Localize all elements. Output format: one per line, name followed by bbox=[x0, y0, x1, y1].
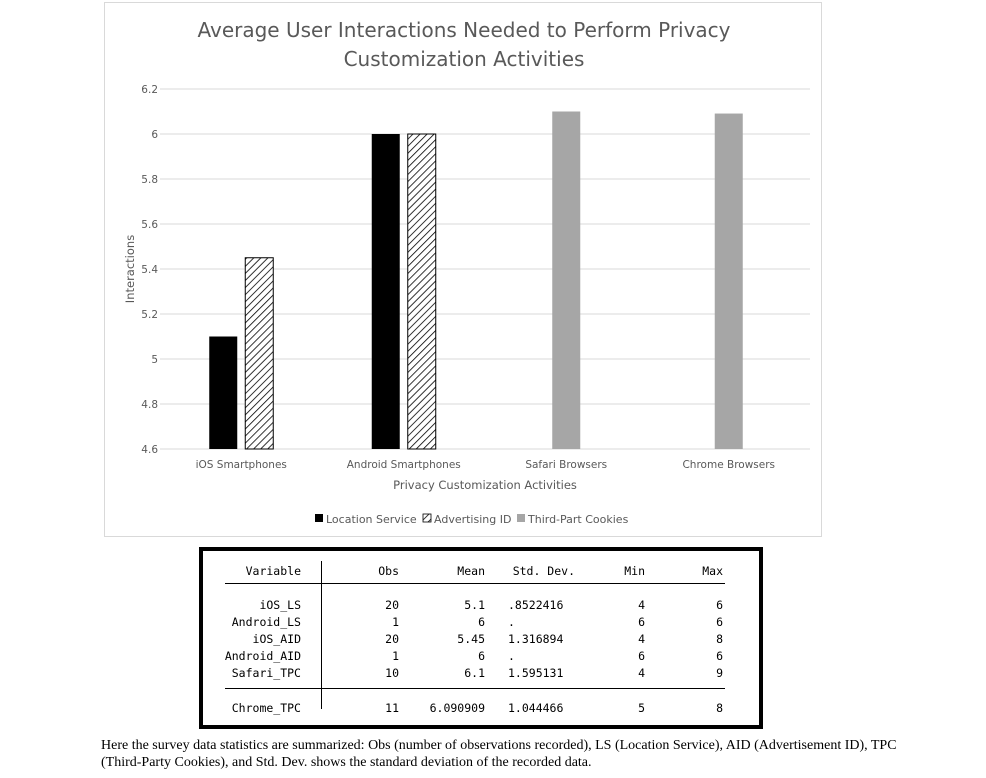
table-cell: 6 bbox=[478, 649, 485, 663]
table-cell: 5.45 bbox=[457, 632, 485, 646]
chart-title: Average User Interactions Needed to Perf… bbox=[197, 18, 730, 42]
x-tick-label: iOS Smartphones bbox=[196, 459, 287, 471]
table-cell: 6.1 bbox=[464, 666, 485, 680]
legend-swatch bbox=[315, 514, 323, 522]
table-cell: 1 bbox=[392, 649, 399, 663]
x-tick-label: Safari Browsers bbox=[525, 459, 607, 471]
chart-title: Customization Activities bbox=[344, 47, 585, 71]
legend-label: Third-Part Cookies bbox=[527, 513, 629, 526]
table-cell: 10 bbox=[385, 666, 399, 680]
bar-advertising-id bbox=[407, 133, 437, 450]
y-axis-label: Interactions bbox=[123, 235, 137, 303]
y-tick-label: 5.4 bbox=[141, 264, 158, 276]
bar-advertising-id bbox=[244, 257, 274, 450]
table-row-divider bbox=[225, 688, 725, 689]
table-cell: Android_LS bbox=[231, 615, 301, 629]
table-cell: 5.1 bbox=[464, 598, 485, 612]
y-tick-label: 4.6 bbox=[141, 444, 158, 456]
table-cell: 1.595131 bbox=[508, 666, 564, 680]
table-cell: . bbox=[508, 615, 515, 629]
table-header-cell: Obs bbox=[378, 564, 399, 578]
bar-location-service bbox=[371, 134, 400, 449]
y-tick-label: 5 bbox=[151, 354, 158, 366]
legend-label: Advertising ID bbox=[434, 513, 511, 526]
y-tick-label: 4.8 bbox=[141, 399, 158, 411]
y-tick-label: 5.6 bbox=[141, 219, 158, 231]
x-tick-label: Android Smartphones bbox=[347, 459, 461, 471]
table-cell: 6 bbox=[638, 649, 645, 663]
bar-location-service bbox=[209, 336, 238, 449]
y-tick-label: 5.2 bbox=[141, 309, 158, 321]
table-cell: Chrome_TPC bbox=[231, 701, 301, 715]
table-header-divider bbox=[225, 583, 725, 584]
bar-third-part-cookies bbox=[714, 113, 743, 449]
x-tick-label: Chrome Browsers bbox=[682, 459, 775, 471]
table-cell: 1.044466 bbox=[508, 701, 564, 715]
table-cell: . bbox=[508, 649, 515, 663]
table-cell: 6.090909 bbox=[429, 701, 485, 715]
bar-chart: Average User Interactions Needed to Perf… bbox=[123, 18, 810, 526]
table-cell: 6 bbox=[478, 615, 485, 629]
table-cell: 4 bbox=[638, 598, 645, 612]
table-cell: 5 bbox=[638, 701, 645, 715]
table-cell: 20 bbox=[385, 598, 399, 612]
table-header-cell: Min bbox=[624, 564, 645, 578]
table-header-cell: Variable bbox=[245, 564, 301, 578]
table-header-cell: Std. Dev. bbox=[512, 564, 575, 578]
legend-label: Location Service bbox=[326, 513, 417, 526]
table-column-divider bbox=[321, 561, 322, 709]
table-cell: Android_AID bbox=[224, 649, 301, 663]
table-header-cell: Max bbox=[702, 564, 723, 578]
table-cell: 11 bbox=[385, 701, 399, 715]
table-cell: 9 bbox=[716, 666, 723, 680]
table-cell: 4 bbox=[638, 666, 645, 680]
table-cell: iOS_LS bbox=[259, 598, 301, 612]
y-tick-label: 6 bbox=[151, 129, 158, 141]
x-axis-label: Privacy Customization Activities bbox=[393, 478, 577, 492]
table-cell: 20 bbox=[385, 632, 399, 646]
table-cell: 4 bbox=[638, 632, 645, 646]
table-header-cell: Mean bbox=[457, 564, 485, 578]
table-cell: iOS_AID bbox=[252, 632, 301, 646]
table-cell: 6 bbox=[638, 615, 645, 629]
table-cell: 8 bbox=[716, 701, 723, 715]
table-cell: 1 bbox=[392, 615, 399, 629]
legend-swatch bbox=[517, 514, 525, 522]
table-cell: 8 bbox=[716, 632, 723, 646]
y-tick-label: 6.2 bbox=[141, 84, 158, 96]
table-cell: Safari_TPC bbox=[231, 666, 301, 680]
bar-third-part-cookies bbox=[552, 111, 581, 449]
table-cell: 1.316894 bbox=[508, 632, 564, 646]
chart-container: Average User Interactions Needed to Perf… bbox=[104, 2, 822, 537]
y-tick-label: 5.8 bbox=[141, 174, 158, 186]
figure-caption: Here the survey data statistics are summ… bbox=[101, 738, 897, 770]
table-cell: 6 bbox=[716, 615, 723, 629]
table-cell: 6 bbox=[716, 598, 723, 612]
legend-swatch bbox=[422, 513, 432, 523]
summary-statistics-table: Variable Obs Mean Std. Dev. Min Max iOS_LS 20 5… bbox=[199, 547, 763, 729]
table-cell: .8522416 bbox=[508, 598, 564, 612]
table-cell: 6 bbox=[716, 649, 723, 663]
